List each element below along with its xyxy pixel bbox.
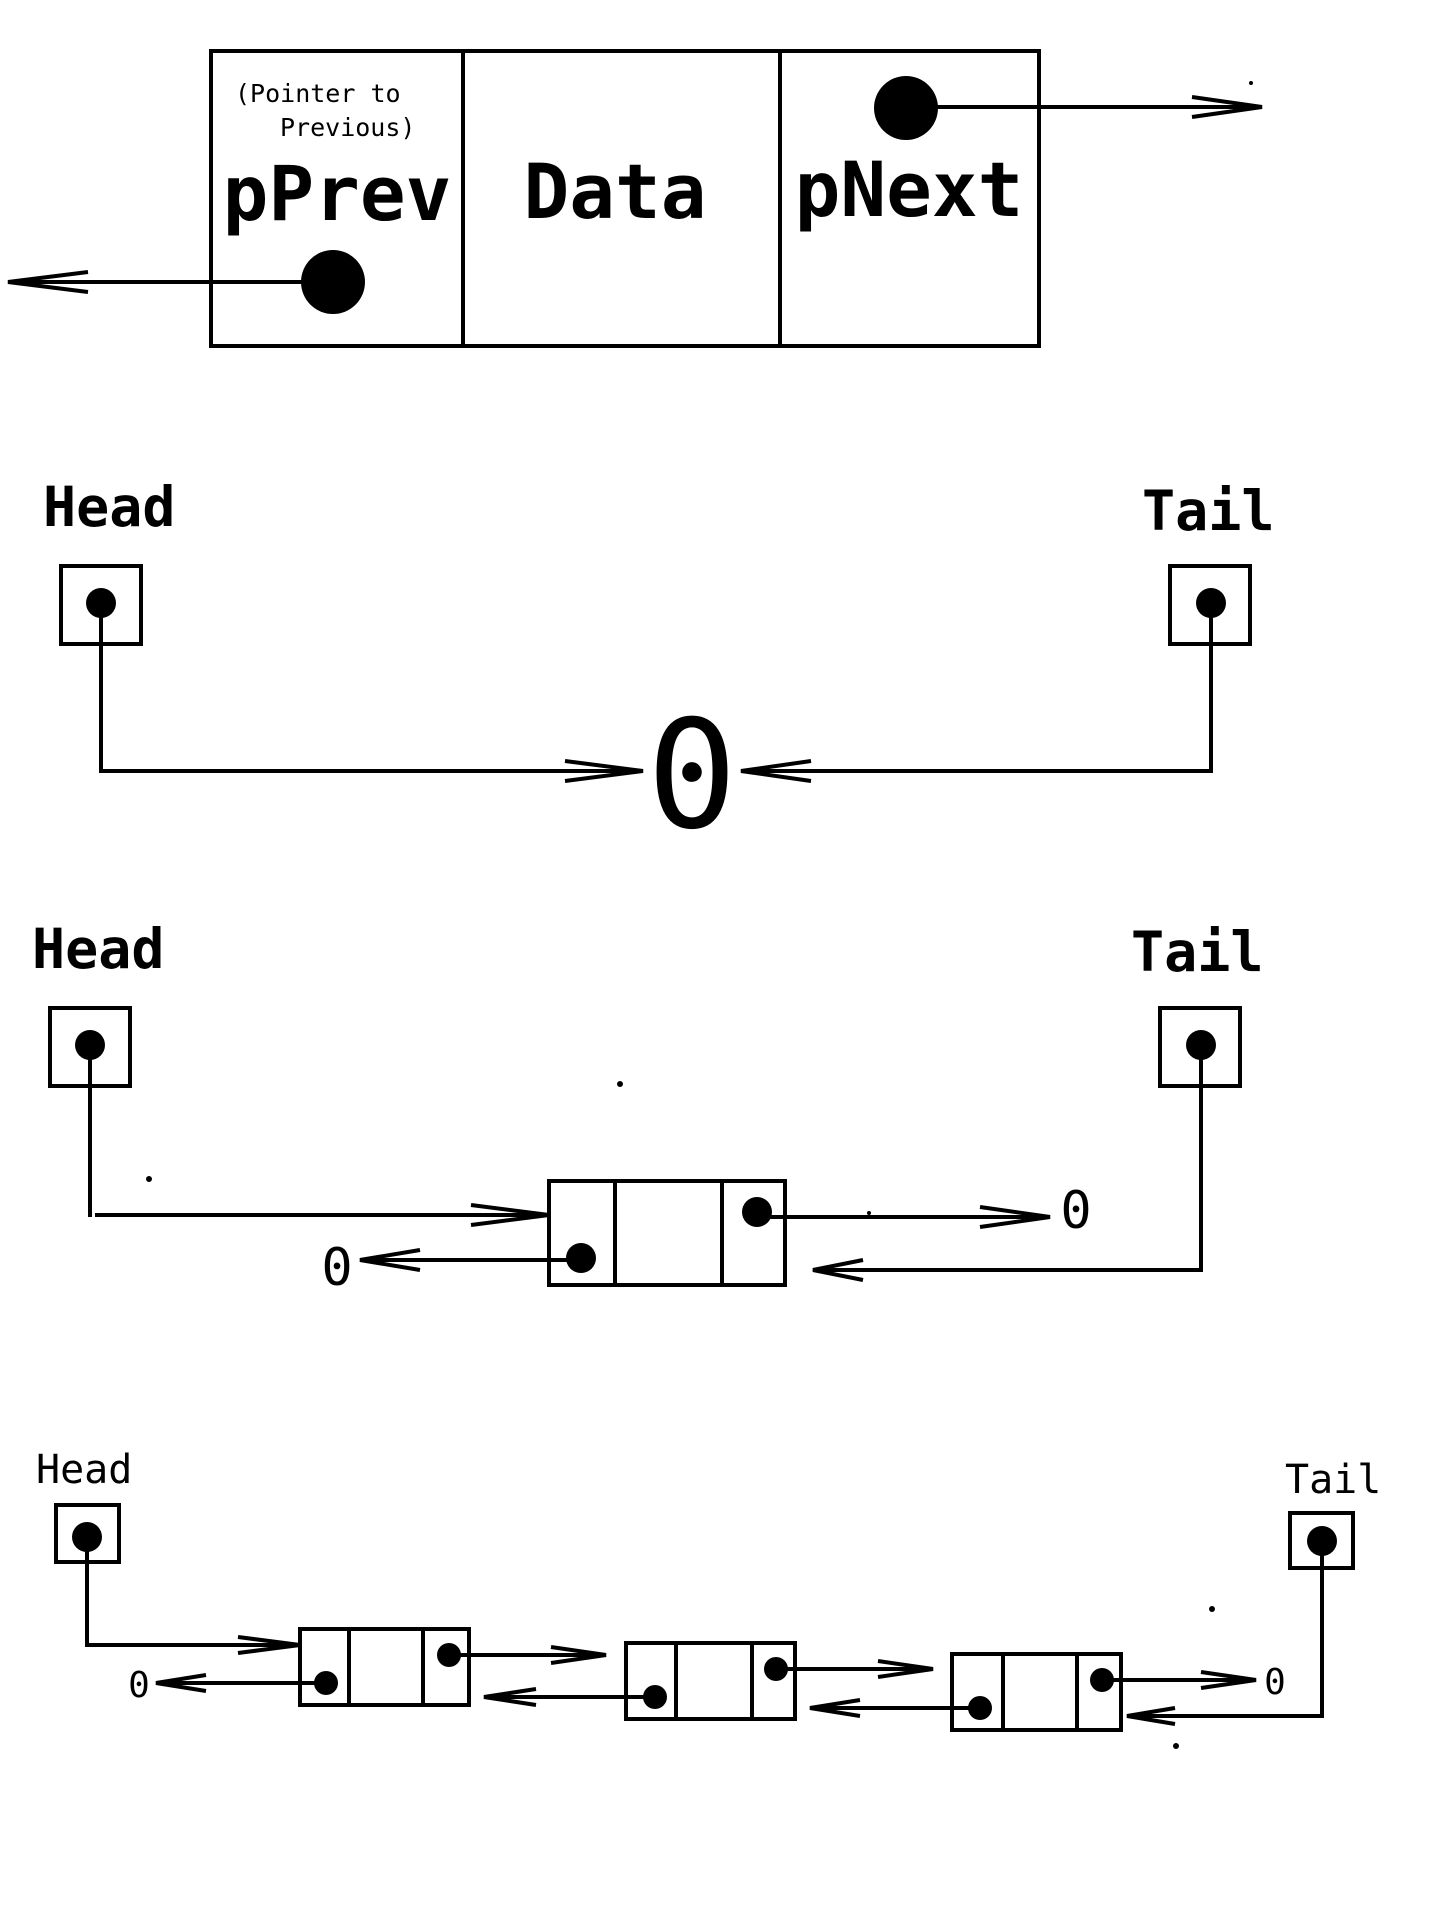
one-tail-label: Tail — [1131, 920, 1263, 984]
empty-tail-dot — [1196, 588, 1226, 618]
node-detail — [7, 49, 1263, 348]
three-head-label: Head — [36, 1447, 132, 1493]
one-head-dot — [75, 1030, 105, 1060]
empty-tail-label: Tail — [1142, 479, 1274, 543]
three-head-pointer — [85, 1537, 300, 1647]
stray-specks — [146, 81, 1253, 1749]
speck — [1173, 1743, 1179, 1749]
one-tail-pointer — [813, 1045, 1203, 1272]
prev-note-line1: (Pointer to — [235, 79, 401, 108]
one-node-list — [48, 1006, 1242, 1287]
three-node-list — [54, 1503, 1355, 1732]
speck — [1209, 1606, 1215, 1612]
three-tail-label: Tail — [1285, 1457, 1381, 1503]
three-tail-arrowhead — [1126, 1706, 1176, 1726]
one-next-arrowhead — [979, 1205, 1051, 1229]
three-next-3-arrowhead — [1200, 1670, 1257, 1690]
one-node-box — [547, 1179, 787, 1287]
empty-head-dot — [86, 588, 116, 618]
empty-tail-pointer — [741, 603, 1213, 773]
one-tail-dot — [1186, 1030, 1216, 1060]
three-node-1-prev-dot — [314, 1671, 338, 1695]
three-prev-1-arrowhead — [155, 1673, 207, 1693]
data-label: Data — [523, 147, 706, 236]
pnext-arrowhead — [1191, 95, 1263, 119]
pprev-pointer-dot — [301, 250, 365, 314]
empty-null-label: 0 — [647, 689, 737, 863]
three-tail-dot — [1307, 1526, 1337, 1556]
speck — [867, 1211, 871, 1215]
one-head-arrowhead — [470, 1203, 550, 1227]
one-null-right-label: 0 — [1060, 1181, 1091, 1241]
pprev-label: pPrev — [223, 149, 452, 238]
empty-tail-arrowhead — [740, 759, 812, 783]
pnext-label: pNext — [795, 145, 1024, 234]
three-null-left-label: 0 — [128, 1665, 150, 1706]
three-node-2-box — [624, 1641, 797, 1721]
speck — [146, 1176, 152, 1182]
one-tail-arrowhead — [812, 1258, 864, 1282]
one-null-left-label: 0 — [321, 1238, 352, 1298]
pprev-arrowhead — [7, 270, 89, 294]
three-next-2-arrowhead — [877, 1659, 934, 1679]
empty-head-arrowhead — [564, 759, 644, 783]
three-node-1-next-dot — [437, 1643, 461, 1667]
three-next-1-arrowhead — [550, 1645, 607, 1665]
empty-list — [59, 564, 1252, 783]
three-node-3-prev-dot — [968, 1696, 992, 1720]
one-next-dot — [742, 1197, 772, 1227]
three-node-2-prev-dot — [643, 1685, 667, 1709]
one-prev-arrowhead — [359, 1248, 421, 1272]
node-box — [209, 49, 1041, 348]
one-prev-dot — [566, 1243, 596, 1273]
pnext-pointer-dot — [874, 76, 938, 140]
empty-head-label: Head — [43, 475, 175, 539]
three-node-3-next-dot — [1090, 1668, 1114, 1692]
three-head-dot — [72, 1522, 102, 1552]
three-node-2-next-dot — [764, 1657, 788, 1681]
three-prev-2-arrowhead — [483, 1687, 537, 1707]
three-null-right-label: 0 — [1264, 1662, 1286, 1703]
one-head-label: Head — [32, 917, 164, 981]
three-node-1-box — [298, 1627, 471, 1707]
speck — [617, 1081, 623, 1087]
speck — [1249, 81, 1253, 85]
three-prev-3-arrowhead — [809, 1698, 861, 1718]
prev-note-line2: Previous) — [280, 113, 415, 142]
three-head-arrowhead — [237, 1635, 301, 1655]
three-tail-pointer — [1127, 1541, 1324, 1718]
three-node-3-box — [950, 1652, 1123, 1732]
empty-head-pointer — [99, 603, 643, 773]
